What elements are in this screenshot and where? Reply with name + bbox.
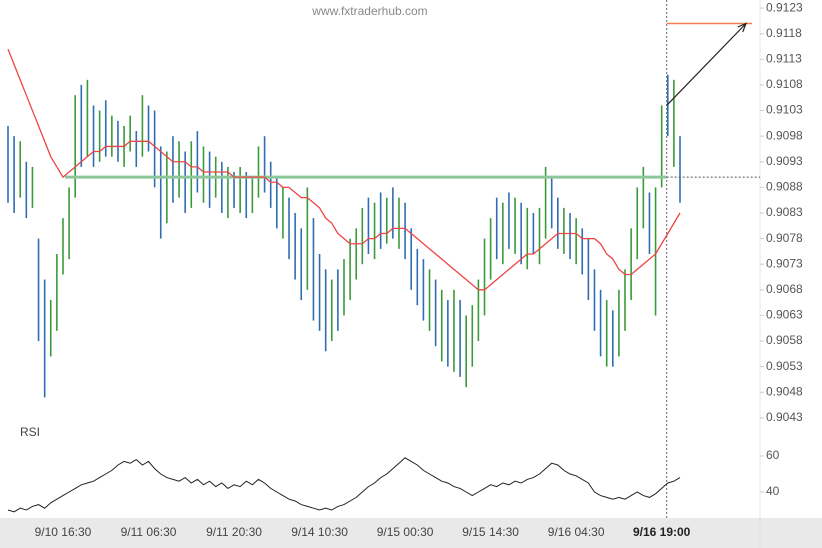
y-tick-label: 0.9058 <box>766 333 803 347</box>
y-tick-label: 0.9073 <box>766 256 803 270</box>
y-tick-label: 0.9113 <box>766 52 802 66</box>
y-tick-label: 0.9098 <box>766 128 803 142</box>
y-tick-label: 0.9043 <box>766 410 803 424</box>
y-tick-label: 0.9108 <box>766 77 803 91</box>
x-tick-label: 9/15 00:30 <box>377 525 434 539</box>
moving-average <box>7 48 681 291</box>
x-tick-label: 9/16 04:30 <box>548 525 605 539</box>
x-tick-label: 9/14 10:30 <box>291 525 348 539</box>
x-tick-label: 9/16 19:00 <box>633 525 691 539</box>
y-tick-label: 0.9078 <box>766 231 803 245</box>
y-tick-label: 0.9118 <box>766 26 802 40</box>
y-tick-label: 0.9088 <box>766 180 803 194</box>
y-tick-label: 0.9103 <box>766 103 803 117</box>
rsi-label: RSI <box>20 425 40 439</box>
x-tick-label: 9/15 14:30 <box>462 525 519 539</box>
y-tick-label: 0.9093 <box>766 154 803 168</box>
x-tick-label: 9/10 16:30 <box>35 525 92 539</box>
y-tick-label: 0.9083 <box>766 205 803 219</box>
rsi-tick-label: 40 <box>766 484 780 498</box>
y-tick-label: 0.9048 <box>766 384 803 398</box>
y-tick-label: 0.9123 <box>766 0 803 14</box>
y-tick-label: 0.9068 <box>766 282 803 296</box>
x-tick-label: 9/11 20:30 <box>206 525 262 539</box>
y-tick-label: 0.9063 <box>766 308 803 322</box>
watermark: www.fxtraderhub.com <box>311 4 427 18</box>
forecast-arrow <box>666 23 747 106</box>
rsi-line <box>7 457 681 513</box>
x-axis-band <box>0 518 822 548</box>
rsi-tick-label: 60 <box>766 448 780 462</box>
arrow-head <box>737 22 748 33</box>
x-tick-label: 9/11 06:30 <box>121 525 177 539</box>
y-tick-label: 0.9053 <box>766 359 803 373</box>
